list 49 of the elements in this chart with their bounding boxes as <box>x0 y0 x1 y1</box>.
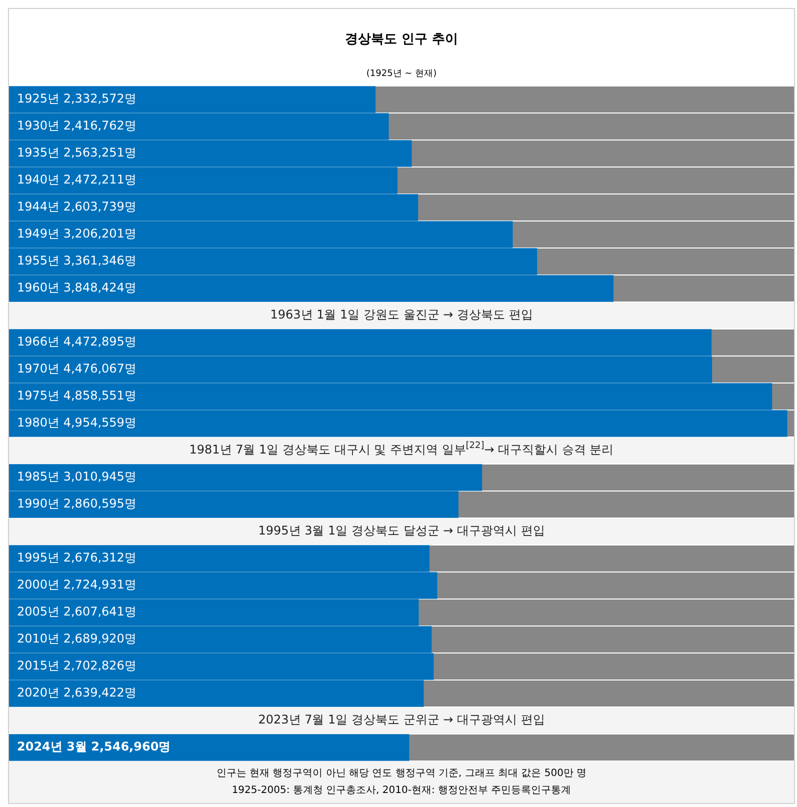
data-label: 3,010,945명 <box>63 470 136 484</box>
y-tick-label: 1985년 <box>17 470 60 484</box>
y-tick-label: 1949년 <box>17 226 60 241</box>
data-label: 2,676,312명 <box>63 550 136 565</box>
text: 1925-2005: 통계청 인구총조사, 2010-현재: 행정안전부 주민등록인구통계 <box>230 784 572 798</box>
data-label: 2,607,641명 <box>63 604 136 619</box>
data-label: 2,416,762명 <box>63 118 136 133</box>
y-tick-label: 2010년 <box>17 632 60 646</box>
y-tick-label: 1925년 <box>17 92 60 106</box>
data-label: 3,848,424명 <box>63 280 136 295</box>
y-tick-label: 1966년 <box>17 334 60 349</box>
y-tick-label: 2020년 <box>17 686 60 700</box>
chart-title: 경상북도 인구 추이 <box>344 31 460 49</box>
y-tick-label: 2005년 <box>17 604 60 619</box>
y-tick-label: 2000년 <box>17 578 60 592</box>
data-label: 4,954,559명 <box>63 416 136 430</box>
data-label: 4,472,895명 <box>63 334 136 349</box>
data-label: 2,332,572명 <box>63 92 136 106</box>
data-label: 2,860,595명 <box>63 496 136 511</box>
data-label: 2,563,251명 <box>63 146 136 160</box>
y-tick-label: 1930년 <box>17 118 60 133</box>
y-tick-label: 1980년 <box>17 416 60 430</box>
data-label: 3,361,346명 <box>63 254 136 268</box>
y-tick-label: 2015년 <box>17 658 60 673</box>
y-tick-label: 1990년 <box>17 496 60 511</box>
y-tick-label: 1963년 1월 1일 강원도 울진군 → 경상북도 편입 <box>270 308 533 322</box>
y-tick-label: 1970년 <box>17 362 60 376</box>
data-label: 2,689,920명 <box>63 632 136 646</box>
text: 인구는 현재 행정구역이 아닌 해당 연도 행정구역 기준, 그래프 최대 값은 500만 명 <box>215 767 588 781</box>
data-label: 4,858,551명 <box>63 388 136 403</box>
data-label: 2,472,211명 <box>63 172 136 187</box>
data-label: 3,206,201명 <box>63 226 136 241</box>
y-tick-label: 1975년 <box>17 388 60 403</box>
data-label: 4,476,067명 <box>63 362 136 376</box>
y-tick-label: 1935년 <box>17 146 60 160</box>
y-tick-label: 1995년 3월 1일 경상북도 달성군 → 대구광역시 편입 <box>258 524 545 538</box>
chart-subtitle: (1925년 ~ 현재) <box>365 68 438 80</box>
y-tick-label: 1940년 <box>17 172 60 187</box>
y-tick-label: 1995년 <box>17 550 60 565</box>
y-tick-label: 1944년 <box>17 200 60 214</box>
data-label: 2,603,739명 <box>63 200 136 214</box>
y-tick-label: 1960년 <box>17 280 60 295</box>
data-label: 2,546,960명 <box>91 740 171 754</box>
y-tick-label: 2024년 3월 <box>17 740 87 754</box>
data-label: 2,639,422명 <box>63 686 136 700</box>
data-label: 2,702,826명 <box>63 658 136 673</box>
y-tick-label: 1955년 <box>17 254 60 268</box>
y-tick-label: 2023년 7월 1일 경상북도 군위군 → 대구광역시 편입 <box>258 712 545 727</box>
data-label: 2,724,931명 <box>63 578 136 592</box>
